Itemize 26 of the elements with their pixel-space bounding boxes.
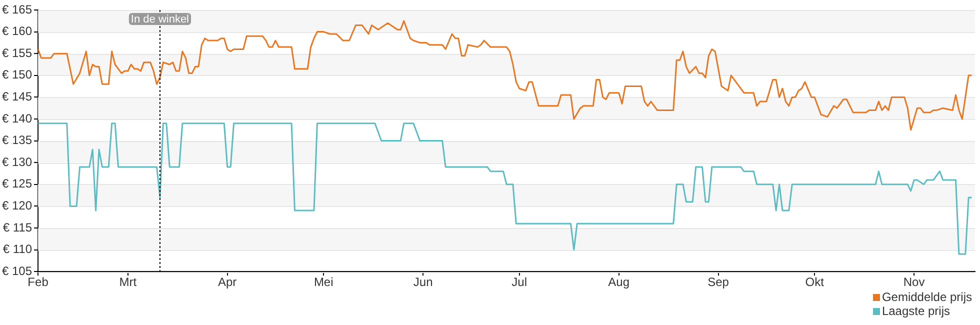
x-tick-label: Sep xyxy=(708,275,730,290)
x-tick-label: Okt xyxy=(805,275,825,290)
y-tick-label: € 125 xyxy=(2,176,32,191)
y-tick-label: € 165 xyxy=(2,2,32,16)
y-tick-label: € 145 xyxy=(2,90,32,104)
y-tick-label: € 120 xyxy=(2,198,32,213)
x-tick-label: Mei xyxy=(314,275,334,290)
y-tick-label: € 115 xyxy=(2,220,32,234)
legend-label: Gemiddelde prijs xyxy=(880,290,972,304)
x-tick-label: Jun xyxy=(413,275,433,290)
y-tick-label: € 140 xyxy=(2,111,32,126)
x-tick-label: Apr xyxy=(218,275,237,290)
x-tick-label: Aug xyxy=(608,275,630,290)
y-tick-label: € 105 xyxy=(2,264,32,278)
y-tick-label: € 160 xyxy=(2,24,32,38)
x-tick-label: Feb xyxy=(28,275,49,290)
x-tick-label: Jul xyxy=(512,275,528,290)
y-tick-label: € 155 xyxy=(2,46,32,60)
y-tick-label: € 110 xyxy=(2,242,32,256)
y-tick-label: € 150 xyxy=(2,68,32,82)
x-tick-label: Mrt xyxy=(119,275,138,290)
legend-label: Laagste prijs xyxy=(880,304,951,318)
ref-line-label: In de winkel xyxy=(130,14,190,26)
y-tick-label: € 135 xyxy=(2,133,32,148)
x-tick-label: Nov xyxy=(903,275,925,290)
y-tick-label: € 130 xyxy=(2,154,32,169)
